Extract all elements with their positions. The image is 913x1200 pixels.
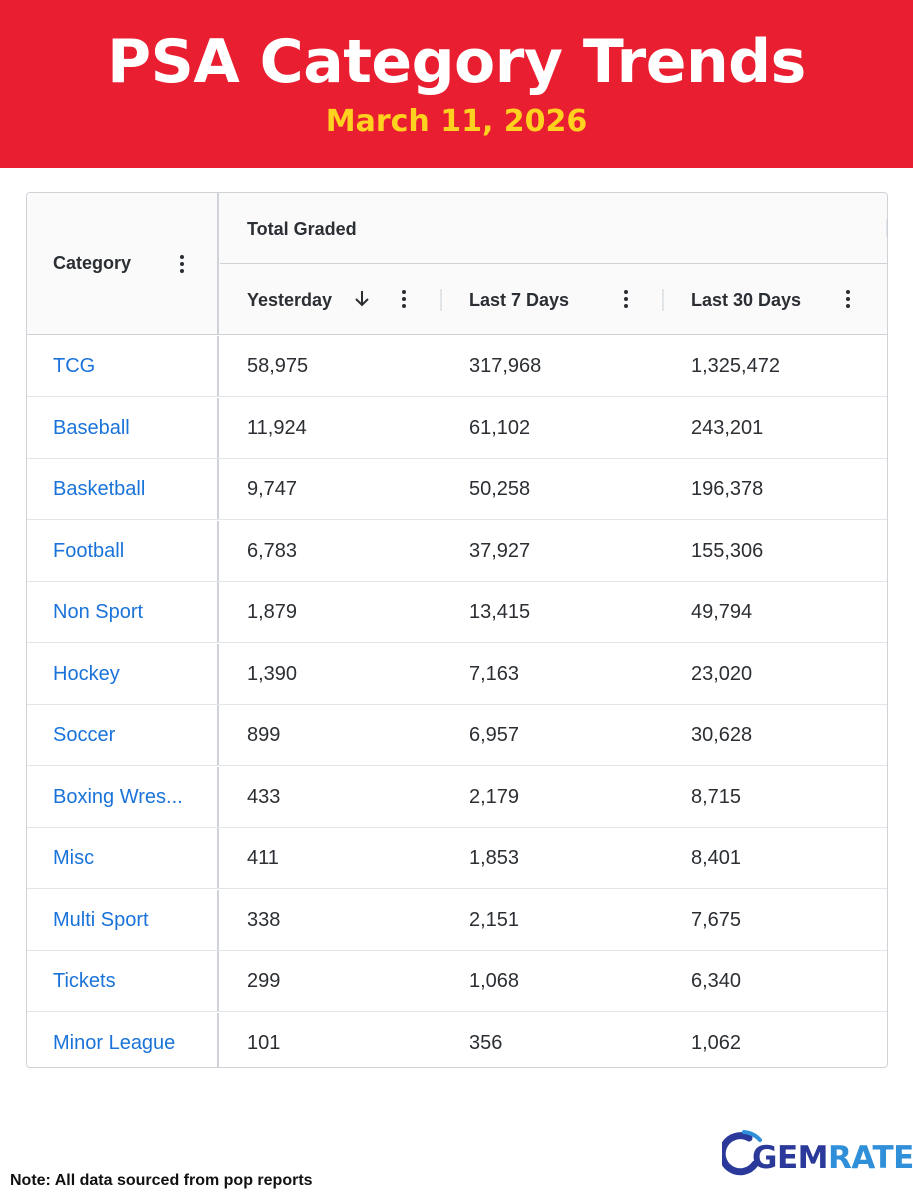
column-header-last-7-days[interactable]: Last 7 Days: [442, 265, 664, 335]
table-row: Basketball 9,747 50,258 196,378: [27, 459, 887, 520]
table-header: Category Total Graded Yesterday Last 7 D…: [27, 193, 888, 335]
last-30-days-value: 8,401: [691, 847, 742, 869]
category-trends-table: Category Total Graded Yesterday Last 7 D…: [26, 192, 888, 1068]
last-7-days-value: 317,968: [469, 355, 542, 377]
last-30-days-value: 155,306: [691, 539, 764, 562]
last-30-days-value: 196,378: [691, 478, 764, 500]
last-7-days-value: 7,163: [469, 662, 520, 685]
last-7-days-value: 37,927: [469, 539, 531, 562]
logo-text-rate: RATE: [827, 1140, 913, 1176]
table-row: Baseball 11,924 61,102 243,201: [27, 397, 887, 459]
last-30-days-value: 6,340: [691, 970, 742, 992]
column-header-yesterday[interactable]: Yesterday: [220, 265, 442, 335]
kebab-menu-icon[interactable]: [624, 290, 628, 308]
last-30-days-value: 49,794: [691, 601, 753, 623]
category-link[interactable]: Misc: [27, 828, 219, 888]
table-row: Minor League 101 356 1,062: [27, 1012, 887, 1067]
column-header-category[interactable]: Category: [27, 193, 219, 335]
column-header-last-30-days[interactable]: Last 30 Days: [664, 265, 888, 335]
column-header-last-30-days-label: Last 30 Days: [691, 290, 802, 310]
yesterday-value: 101: [247, 1031, 281, 1054]
table-row: Football 6,783 37,927 155,306: [27, 520, 887, 582]
table-row: Tickets 299 1,068 6,340: [27, 951, 887, 1012]
category-link[interactable]: TCG: [27, 336, 219, 396]
last-7-days-value: 50,258: [469, 478, 531, 500]
column-separator[interactable]: [662, 289, 664, 311]
table-row: Multi Sport 338 2,151 7,675: [27, 889, 887, 951]
column-group-total-graded: Total Graded: [220, 193, 887, 264]
table-row: Boxing Wres... 433 2,179 8,715: [27, 766, 887, 828]
column-group-label: Total Graded: [247, 219, 357, 239]
table-row: Soccer 899 6,957 30,628: [27, 705, 887, 766]
last-7-days-value: 2,179: [469, 785, 520, 808]
last-7-days-value: 13,415: [469, 601, 531, 623]
kebab-menu-icon[interactable]: [402, 290, 406, 308]
last-30-days-value: 243,201: [691, 416, 764, 439]
last-30-days-value: 7,675: [691, 908, 742, 931]
yesterday-value: 433: [247, 785, 281, 808]
table-row: Non Sport 1,879 13,415 49,794: [27, 582, 887, 643]
last-7-days-value: 356: [469, 1031, 503, 1054]
column-header-last-7-days-label: Last 7 Days: [469, 290, 570, 310]
column-header-yesterday-label: Yesterday: [247, 290, 333, 310]
gemrate-logo-text: GEMRATE: [752, 1138, 913, 1178]
yesterday-value: 58,975: [247, 355, 309, 377]
yesterday-value: 338: [247, 908, 281, 931]
category-link[interactable]: Soccer: [27, 705, 219, 765]
yesterday-value: 411: [247, 847, 279, 869]
category-link[interactable]: Non Sport: [27, 582, 219, 642]
category-link[interactable]: Baseball: [27, 397, 219, 458]
table-row: Hockey 1,390 7,163 23,020: [27, 643, 887, 705]
table-row: Misc 411 1,853 8,401: [27, 828, 887, 889]
yesterday-value: 899: [247, 724, 281, 746]
category-link[interactable]: Tickets: [27, 951, 219, 1011]
yesterday-value: 9,747: [247, 478, 298, 500]
yesterday-value: 1,879: [247, 601, 298, 623]
column-separator[interactable]: [887, 289, 888, 311]
arrow-down-icon[interactable]: [354, 287, 370, 309]
category-link[interactable]: Boxing Wres...: [27, 766, 219, 827]
column-resize-handle[interactable]: [886, 219, 887, 237]
last-7-days-value: 6,957: [469, 724, 520, 746]
table-row: TCG 58,975 317,968 1,325,472: [27, 336, 887, 397]
last-7-days-value: 1,853: [469, 847, 520, 869]
category-link[interactable]: Minor League: [27, 1012, 219, 1067]
gemrate-logo: [722, 1130, 762, 1176]
category-link[interactable]: Football: [27, 520, 219, 581]
source-note: Note: All data sourced from pop reports: [10, 1172, 313, 1189]
yesterday-value: 299: [247, 970, 281, 992]
yesterday-value: 11,924: [247, 416, 307, 439]
last-7-days-value: 2,151: [469, 908, 520, 931]
category-link[interactable]: Basketball: [27, 459, 219, 519]
yesterday-value: 1,390: [247, 662, 298, 685]
last-7-days-value: 1,068: [469, 970, 520, 992]
last-30-days-value: 23,020: [691, 662, 753, 685]
column-separator[interactable]: [440, 289, 442, 311]
kebab-menu-icon[interactable]: [180, 255, 184, 273]
logo-text-gem: GEM: [752, 1140, 828, 1176]
page-title: PSA Category Trends: [107, 27, 806, 97]
report-date: March 11, 2026: [325, 104, 588, 139]
last-30-days-value: 1,325,472: [691, 355, 780, 377]
yesterday-value: 6,783: [247, 539, 298, 562]
last-30-days-value: 30,628: [691, 724, 753, 746]
column-header-category-label: Category: [53, 253, 132, 273]
title-banner: PSA Category Trends March 11, 2026: [0, 0, 913, 168]
last-30-days-value: 1,062: [691, 1031, 742, 1054]
category-link[interactable]: Hockey: [27, 643, 219, 704]
last-7-days-value: 61,102: [469, 416, 531, 439]
category-link[interactable]: Multi Sport: [27, 889, 219, 950]
last-30-days-value: 8,715: [691, 785, 742, 808]
kebab-menu-icon[interactable]: [846, 290, 850, 308]
